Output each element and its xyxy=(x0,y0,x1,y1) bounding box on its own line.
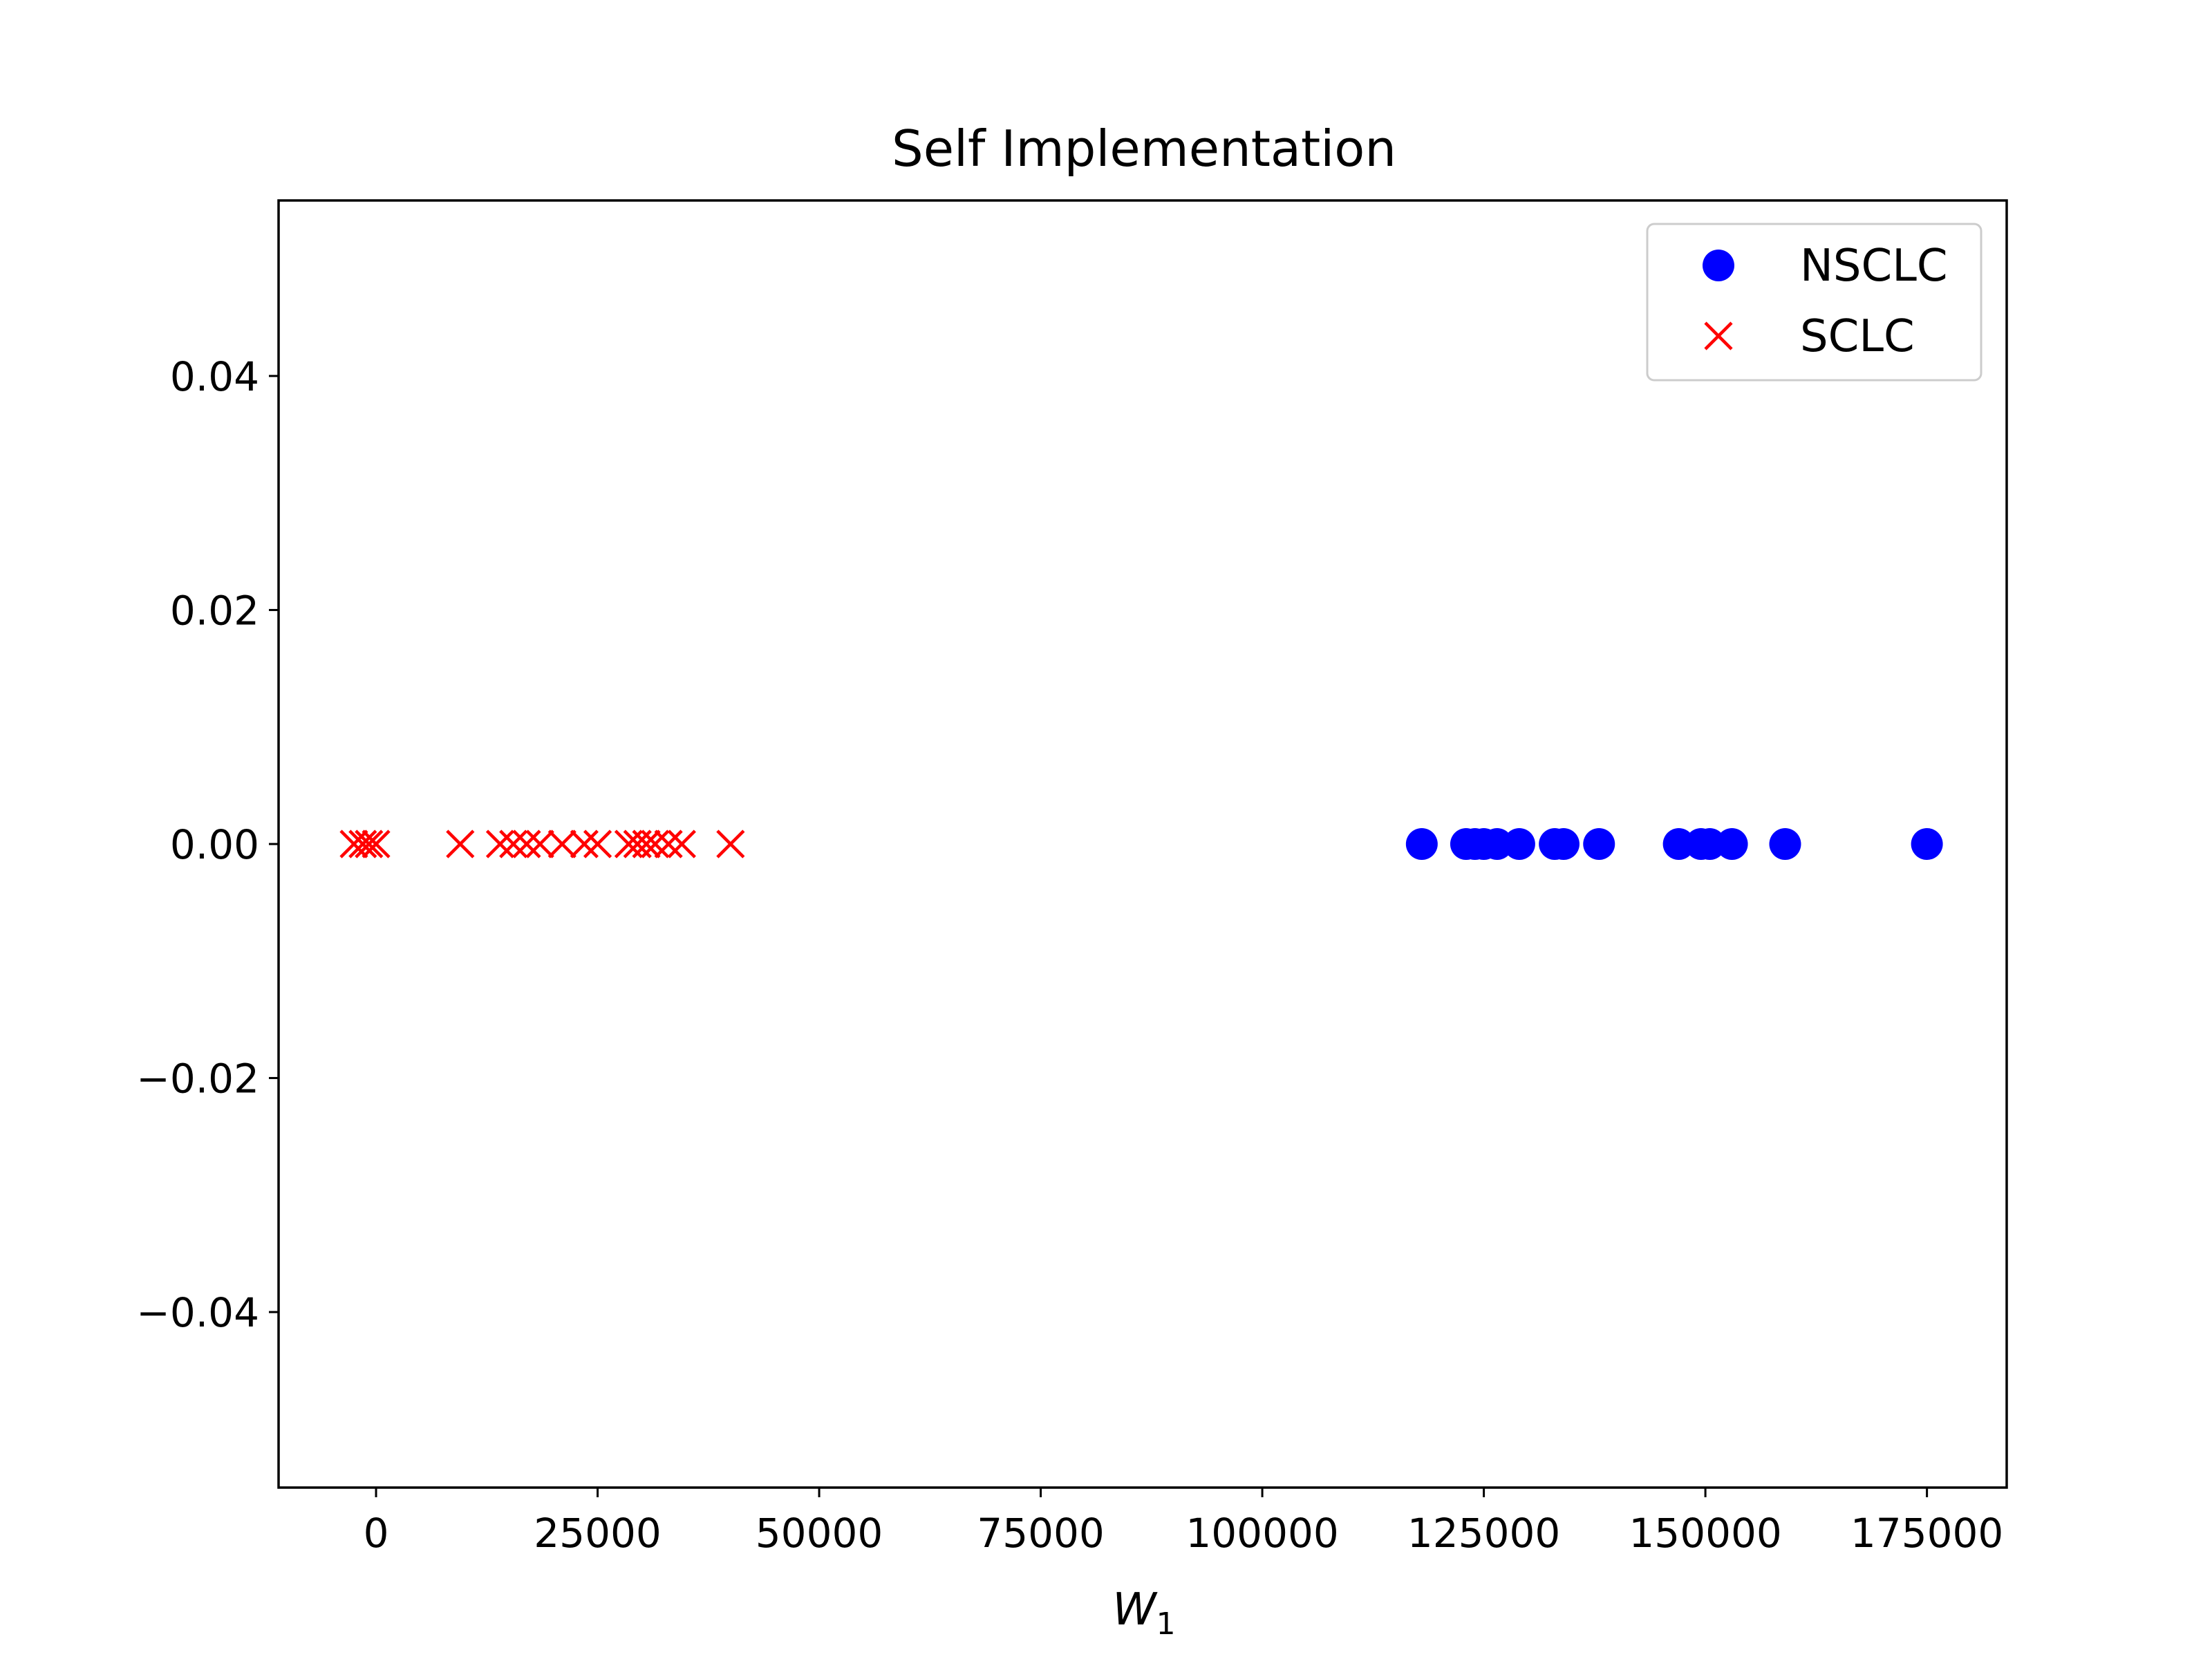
data-point xyxy=(355,830,384,859)
x-tick-label: 125000 xyxy=(1407,1510,1560,1557)
x-axis-label-main: W xyxy=(1112,1584,1158,1635)
data-point xyxy=(716,830,745,859)
data-point xyxy=(1481,828,1513,860)
data-point xyxy=(1662,828,1695,860)
y-tick-label: 0.04 xyxy=(170,353,259,400)
x-tick-label: 0 xyxy=(364,1510,389,1557)
x-tick-label: 150000 xyxy=(1629,1510,1781,1557)
data-point xyxy=(512,830,541,859)
data-point xyxy=(583,830,612,859)
data-point xyxy=(547,830,577,859)
x-tick-label: 100000 xyxy=(1185,1510,1338,1557)
data-point xyxy=(348,830,377,859)
data-point xyxy=(570,830,599,859)
data-point xyxy=(1911,828,1943,860)
series-nsclc xyxy=(1405,828,1943,860)
y-tick-label: 0.02 xyxy=(170,587,259,634)
data-point xyxy=(641,830,670,859)
x-tick-label: 75000 xyxy=(977,1510,1105,1557)
legend-label: SCLC xyxy=(1800,311,1915,362)
plot-frame xyxy=(277,199,2008,1489)
y-tick-label: 0.00 xyxy=(170,821,259,868)
data-point xyxy=(485,830,515,859)
legend-label: NSCLC xyxy=(1800,241,1948,292)
y-tick-label: −0.04 xyxy=(136,1289,259,1336)
data-point xyxy=(525,830,554,859)
chart-title: Self Implementation xyxy=(892,120,1396,178)
axis-ticks: 0 25000 50000 75000 100000 125000 150000 175000… xyxy=(136,353,2003,1557)
data-point xyxy=(667,830,696,859)
data-point xyxy=(1694,828,1726,860)
data-point xyxy=(339,830,368,859)
data-point xyxy=(1583,828,1615,860)
data-point xyxy=(654,830,683,859)
data-point xyxy=(632,830,661,859)
plot-marks xyxy=(339,828,1943,860)
series-sclc xyxy=(339,830,745,859)
data-point xyxy=(1503,828,1535,860)
x-axis-label: W1 xyxy=(1112,1584,1175,1642)
data-point xyxy=(1547,828,1580,860)
legend-marker xyxy=(1704,321,1733,350)
legend-marker xyxy=(1703,250,1734,281)
x-tick-label: 25000 xyxy=(534,1510,662,1557)
y-tick-label: −0.02 xyxy=(136,1056,259,1103)
x-axis-label-subscript: 1 xyxy=(1156,1606,1176,1642)
x-tick-label: 50000 xyxy=(756,1510,883,1557)
data-point xyxy=(1769,828,1801,860)
data-point xyxy=(1405,828,1438,860)
data-point xyxy=(499,830,528,859)
data-point xyxy=(362,830,391,859)
data-point xyxy=(446,830,475,859)
data-point xyxy=(1716,828,1748,860)
legend: NSCLC SCLC xyxy=(1646,223,1983,382)
x-tick-label: 175000 xyxy=(1850,1510,2003,1557)
